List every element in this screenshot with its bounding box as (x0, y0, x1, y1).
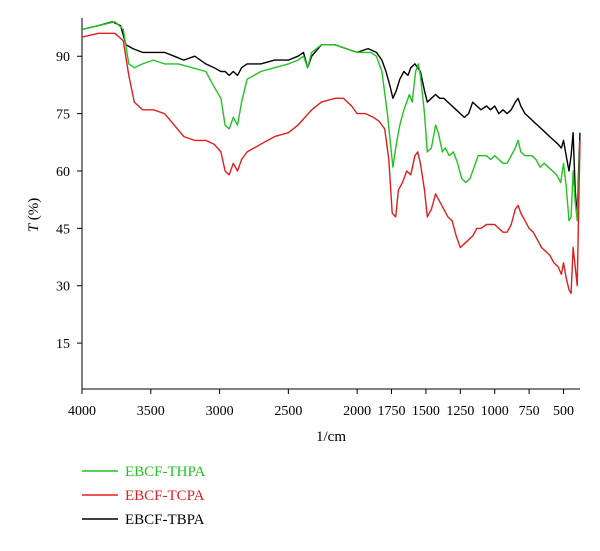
x-tick-label: 1000 (481, 404, 509, 419)
x-axis-ticks: 4000 3500 3000 2500 2000 1750 1500 1250 1000 750 5… (68, 389, 574, 419)
x-tick-label: 750 (519, 404, 540, 419)
y-axis-title-symbol: T (26, 222, 42, 232)
x-tick-label: 1250 (446, 404, 474, 419)
y-tick-label: 60 (56, 165, 70, 180)
plot-area: 4000 3500 3000 2500 2000 1750 1500 1250 1000 750 5… (56, 18, 581, 419)
x-tick-label: 3000 (206, 404, 234, 419)
series-line-ebcf-thpa (81, 21, 581, 222)
y-tick-label: 30 (56, 280, 70, 295)
y-tick-label: 15 (56, 337, 70, 352)
x-tick-label: 1500 (412, 404, 440, 419)
series-line-ebcf-tbpa (81, 21, 581, 218)
x-tick-label: 500 (553, 404, 574, 419)
legend-label-ebcf-tbpa: EBCF-TBPA (125, 512, 205, 528)
y-tick-label: 75 (56, 108, 70, 123)
x-tick-label: 2000 (343, 404, 371, 419)
x-tick-label: 1750 (378, 404, 406, 419)
series-group (81, 21, 581, 295)
x-axis-title: 1/cm (316, 429, 346, 445)
y-axis-title-unit: (%) (26, 198, 42, 224)
x-tick-label: 3500 (137, 404, 165, 419)
legend-label-ebcf-tcpa: EBCF-TCPA (125, 488, 205, 504)
y-axis-ticks: 15 30 45 60 75 90 (56, 50, 82, 352)
x-tick-label: 4000 (68, 404, 96, 419)
series-line-ebcf-tcpa (81, 32, 581, 295)
y-tick-label: 90 (56, 50, 70, 65)
legend: EBCF-THPA EBCF-TCPA EBCF-TBPA (82, 464, 205, 528)
x-tick-label: 2500 (274, 404, 302, 419)
y-axis-title: T (%) (26, 198, 42, 233)
y-tick-label: 45 (56, 222, 70, 237)
legend-label-ebcf-thpa: EBCF-THPA (125, 464, 205, 480)
